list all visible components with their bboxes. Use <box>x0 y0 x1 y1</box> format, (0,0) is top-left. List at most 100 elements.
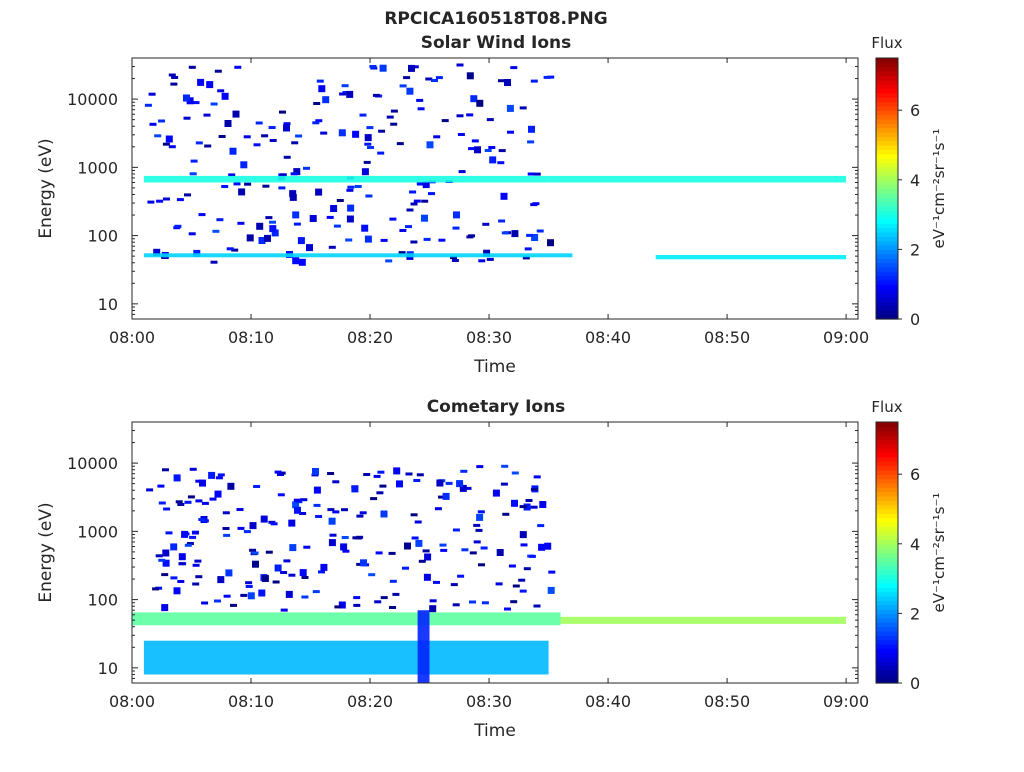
heatmap-cell <box>511 471 519 475</box>
heatmap-cell <box>190 159 198 163</box>
heatmap-cell <box>423 573 431 581</box>
heatmap-cell <box>223 533 231 537</box>
colorbar-tick-label: 2 <box>910 604 920 623</box>
heatmap-cell <box>370 497 378 501</box>
heatmap-cell <box>320 563 328 571</box>
colorbar-swatch <box>876 75 898 81</box>
heatmap-cell <box>174 224 182 228</box>
heatmap-cell <box>353 603 361 607</box>
colorbar-swatch <box>876 478 898 484</box>
colorbar-swatch <box>876 205 898 211</box>
x-tick-label: 08:40 <box>585 328 631 347</box>
heatmap-cell <box>413 199 421 203</box>
heatmap-cell <box>461 548 469 552</box>
heatmap-cell <box>199 479 206 487</box>
panel-title: Solar Wind Ions <box>421 33 572 53</box>
heatmap-cell <box>452 603 460 607</box>
heatmap-cell <box>149 122 157 126</box>
heatmap-cell <box>476 99 484 107</box>
colorbar-tick-label: 4 <box>910 535 920 554</box>
heatmap-cell <box>309 215 317 222</box>
heatmap-cell <box>175 500 183 504</box>
heatmap-cell <box>209 497 217 501</box>
heatmap-cell <box>293 168 301 176</box>
heatmap-cell <box>292 257 300 265</box>
heatmap-band <box>143 175 549 183</box>
heatmap-band <box>655 255 847 260</box>
heatmap-cell <box>456 480 464 488</box>
heatmap-cell <box>288 519 296 527</box>
heatmap-cell <box>544 542 552 550</box>
heatmap-cell <box>364 142 372 146</box>
colorbar-swatch <box>876 131 898 137</box>
heatmap-cell <box>217 576 225 584</box>
colorbar-swatch <box>876 552 898 558</box>
heatmap-cell <box>269 220 276 224</box>
heatmap-cell <box>170 543 178 551</box>
colorbar-swatch <box>876 58 898 63</box>
heatmap-cell <box>161 573 169 577</box>
heatmap-cell <box>346 215 354 223</box>
colorbar-swatch <box>876 118 898 124</box>
heatmap-cell <box>498 219 506 223</box>
heatmap-cell <box>518 578 526 582</box>
heatmap-cell <box>258 237 266 244</box>
colorbar-swatch <box>876 66 898 72</box>
x-tick-label: 09:00 <box>823 692 869 711</box>
colorbar-swatch <box>876 556 898 562</box>
heatmap-cell <box>280 571 288 574</box>
heatmap-cell <box>502 512 510 516</box>
heatmap-cell <box>459 484 467 492</box>
heatmap-cell <box>399 84 407 88</box>
colorbar-swatch <box>876 535 898 541</box>
colorbar-unit-label: eV⁻¹cm⁻²sr⁻¹s⁻¹ <box>930 493 948 613</box>
colorbar-swatch <box>876 543 898 549</box>
heatmap-cell <box>268 126 276 129</box>
colorbar-swatch <box>876 79 898 85</box>
heatmap-cell <box>315 188 323 196</box>
heatmap-cell <box>393 467 401 475</box>
heatmap-cell <box>222 527 230 530</box>
colorbar-swatch <box>876 530 898 536</box>
heatmap-cell <box>285 590 293 598</box>
heatmap-cell <box>530 79 538 83</box>
colorbar-swatch <box>876 443 898 449</box>
colorbar-swatch <box>876 314 898 320</box>
colorbar-swatch <box>876 292 898 298</box>
heatmap-cell <box>340 543 348 551</box>
colorbar-swatch <box>876 461 898 467</box>
colorbar-swatch <box>876 643 898 649</box>
heatmap-cell <box>333 224 341 228</box>
heatmap-cell <box>224 120 232 127</box>
heatmap-cell <box>480 546 488 550</box>
heatmap-cell <box>523 567 531 571</box>
heatmap-cell <box>528 554 536 558</box>
heatmap-cell <box>364 235 372 243</box>
heatmap-cell <box>418 559 426 563</box>
heatmap-cell <box>201 519 209 523</box>
colorbar-swatch <box>876 210 898 216</box>
heatmap-cell <box>214 490 222 498</box>
heatmap-cell <box>162 142 170 146</box>
colorbar-swatch <box>876 145 898 150</box>
heatmap-cell <box>244 182 252 186</box>
heatmap-cell <box>506 104 514 112</box>
colorbar-swatch <box>876 266 898 272</box>
heatmap-cell <box>368 573 376 577</box>
colorbar-swatch <box>876 609 898 614</box>
heatmap-cell <box>328 517 336 525</box>
heatmap-cell <box>214 599 221 603</box>
colorbar-swatch <box>876 517 898 523</box>
y-tick-label: 1000 <box>77 522 118 541</box>
heatmap-cell <box>334 605 342 609</box>
heatmap-cell <box>359 113 367 117</box>
heatmap-cell <box>525 499 533 502</box>
heatmap-cell <box>492 489 500 497</box>
colorbar: Flux eV⁻¹cm⁻²sr⁻¹s⁻¹ 0 2 4 6 <box>871 34 948 329</box>
heatmap-cell <box>439 543 447 547</box>
heatmap-cell <box>278 186 286 190</box>
colorbar-swatch <box>876 569 898 575</box>
heatmap-cell <box>524 247 532 251</box>
heatmap-cell <box>158 558 166 562</box>
heatmap-cell <box>519 531 527 539</box>
